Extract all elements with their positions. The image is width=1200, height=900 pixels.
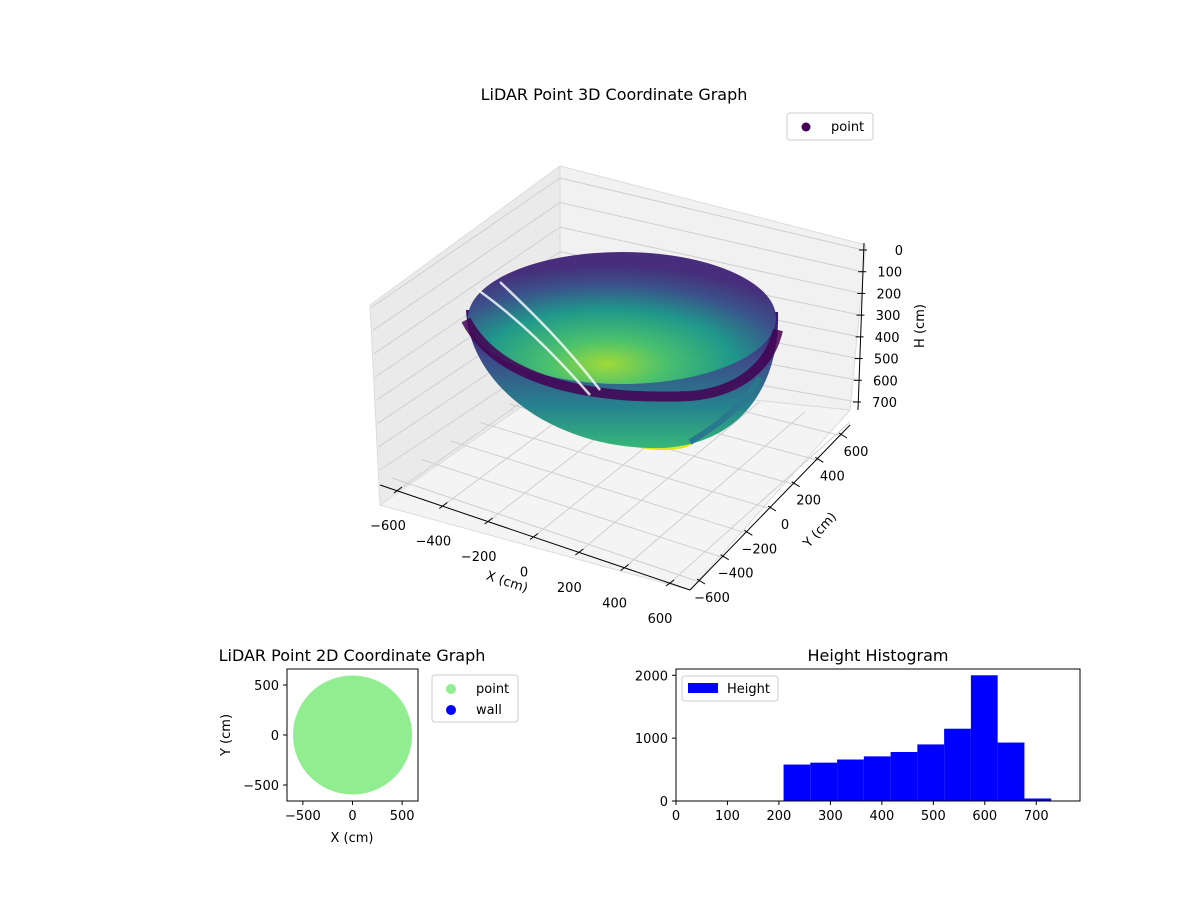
y-tick-label-3d: −200 — [741, 542, 777, 557]
x-tick-label-histogram: 400 — [869, 809, 894, 824]
bowl-side-band — [688, 376, 763, 445]
x-tick-label-histogram: 600 — [972, 809, 997, 824]
x-tick-label-3d: 0 — [520, 566, 528, 581]
histogram-bar — [944, 728, 971, 801]
z-tick-label-3d: 400 — [875, 331, 900, 346]
z-tick-label-3d: 300 — [876, 309, 901, 324]
x-tick-label-3d: −200 — [461, 550, 497, 565]
z-tick-label-3d: 200 — [876, 287, 901, 302]
x-tick-label-histogram: 500 — [921, 809, 946, 824]
legend-3d-label: point — [831, 120, 864, 135]
x-tick-label-3d: 200 — [557, 581, 582, 596]
plot-2d: LiDAR Point 2D Coordinate Graph −500 0 500… — [219, 646, 519, 846]
title-2d: LiDAR Point 2D Coordinate Graph — [219, 646, 486, 665]
bowl-streak-1 — [477, 288, 591, 396]
y-tick-label-2d: 0 — [271, 729, 279, 744]
scatter-point-cloud — [292, 675, 413, 795]
x-tick-label-3d: 600 — [648, 612, 673, 627]
z-tick-label-3d: 500 — [874, 353, 899, 368]
y-tick-label-3d: −600 — [694, 591, 730, 606]
x-tick-label-histogram: 200 — [767, 809, 792, 824]
x-tick-label-2d: 0 — [348, 809, 356, 824]
histogram-bar — [970, 675, 998, 801]
x-tick-label-2d: −500 — [285, 809, 321, 824]
x-axis-line-3d — [379, 484, 691, 591]
histogram-bar — [997, 742, 1025, 801]
pane-floor — [378, 379, 852, 591]
legend-histogram-box — [681, 675, 779, 702]
x-tick-label-histogram: 300 — [818, 809, 843, 824]
histogram-bar — [783, 764, 811, 801]
y-tick-label-2d: −500 — [243, 779, 279, 794]
y-tick-label-histogram: 2000 — [635, 669, 668, 684]
legend-3d-marker — [801, 122, 811, 132]
histogram-bar — [890, 751, 918, 801]
legend-3d: point — [786, 112, 874, 141]
x-axis-label-2d: X (cm) — [331, 831, 374, 846]
y-tick-label-3d: 400 — [820, 469, 845, 484]
legend-2d-point-label: point — [476, 682, 509, 697]
y-tick-label-histogram: 1000 — [635, 732, 668, 747]
legend-2d-wall-marker — [446, 705, 456, 715]
x-tick-label-histogram: 700 — [1024, 809, 1049, 824]
legend-2d: point wall — [431, 674, 519, 723]
y-tick-label-2d: 500 — [254, 679, 279, 694]
histogram-bar — [863, 756, 891, 801]
histogram-bar — [837, 759, 864, 801]
bowl-rim-front — [461, 317, 783, 402]
scatter-plot-area: −500 0 500 500 0 −500 — [243, 668, 419, 824]
y-tick-label-3d: −400 — [718, 567, 754, 582]
y-tick-label-histogram: 0 — [660, 795, 668, 810]
plot-3d: LiDAR Point 3D Coordinate Graph — [369, 85, 928, 627]
x-tick-label-3d: −400 — [415, 535, 451, 550]
histogram-bar — [1024, 798, 1052, 801]
x-tick-label-2d: 500 — [390, 809, 415, 824]
legend-histogram: Height — [681, 675, 779, 702]
z-tick-label-3d: 600 — [873, 374, 898, 389]
legend-histogram-label: Height — [727, 682, 770, 697]
histogram-bar — [810, 762, 838, 801]
z-tick-label-3d: 0 — [895, 244, 903, 259]
legend-2d-wall-label: wall — [476, 703, 502, 718]
bowl-inner-surface — [468, 252, 776, 384]
x-tick-label-3d: 400 — [602, 597, 627, 612]
title-histogram: Height Histogram — [808, 646, 949, 665]
histogram-plot-area: 0 100 200 300 400 500 600 700 0 1000 2000 — [635, 668, 1081, 824]
point-cloud-bowl — [461, 252, 783, 450]
ticks-3d: −600 −400 −200 0 200 400 600 −600 −400 −200 0 200 40… — [370, 244, 903, 627]
title-3d: LiDAR Point 3D Coordinate Graph — [481, 85, 748, 104]
bowl-streak-2 — [499, 281, 601, 391]
z-axis-line-3d — [857, 242, 865, 411]
x-tick-label-histogram: 100 — [715, 809, 740, 824]
y-tick-label-3d: 600 — [844, 445, 869, 460]
z-tick-label-3d: 700 — [872, 396, 897, 411]
z-tick-label-3d: 100 — [877, 266, 902, 281]
y-tick-label-3d: 200 — [796, 494, 821, 509]
histogram-bar — [917, 744, 945, 801]
legend-histogram-swatch — [688, 683, 718, 693]
axes-frame-histogram — [675, 668, 1081, 802]
y-axis-label-3d: Y (cm) — [800, 510, 840, 552]
y-tick-label-3d: 0 — [781, 518, 789, 533]
z-axis-label-3d: H (cm) — [913, 304, 928, 348]
x-tick-label-histogram: 0 — [672, 809, 680, 824]
legend-3d-box — [786, 112, 874, 141]
plot-histogram: Height Histogram 0 100 200 300 400 500 600 7000… — [635, 646, 1081, 824]
legend-2d-point-marker — [446, 684, 456, 694]
x-tick-label-3d: −600 — [370, 519, 406, 534]
y-axis-label-2d: Y (cm) — [219, 714, 234, 757]
